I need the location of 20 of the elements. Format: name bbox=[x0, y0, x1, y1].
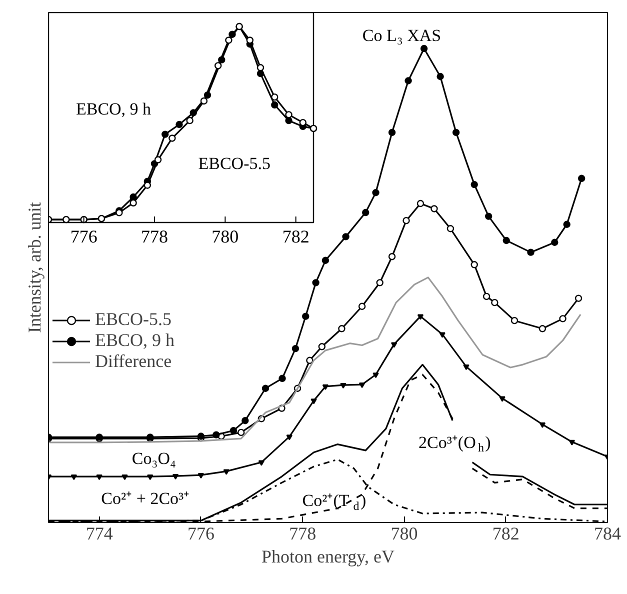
legend-label: EBCO-5.5 bbox=[95, 309, 172, 330]
x-tick-label: 776 bbox=[70, 226, 98, 246]
series-label: Co²⁺ + 2Co³⁺ bbox=[101, 488, 190, 508]
x-tick-label: 782 bbox=[282, 226, 310, 246]
chart-title: Co L₃ XAS bbox=[362, 26, 442, 45]
y-axis-title: Intensity, arb. unit bbox=[24, 202, 44, 333]
x-tick-label: 780 bbox=[212, 226, 239, 246]
series-label: EBCO, 9 h bbox=[76, 99, 152, 118]
x-tick-label: 780 bbox=[390, 524, 418, 544]
series-label: Co₃O₄ bbox=[132, 449, 176, 468]
x-tick-label: 784 bbox=[594, 524, 621, 544]
x-tick-label: 778 bbox=[289, 524, 316, 544]
legend-label: EBCO, 9 h bbox=[95, 330, 175, 351]
x-tick-label: 774 bbox=[86, 524, 113, 544]
legend-label: Difference bbox=[95, 351, 172, 372]
x-tick-label: 782 bbox=[492, 524, 520, 544]
x-axis-title: Photon energy, eV bbox=[262, 546, 394, 566]
x-tick-label: 776 bbox=[187, 524, 214, 544]
series-label: EBCO-5.5 bbox=[198, 154, 270, 174]
x-tick-label: 778 bbox=[141, 226, 168, 246]
